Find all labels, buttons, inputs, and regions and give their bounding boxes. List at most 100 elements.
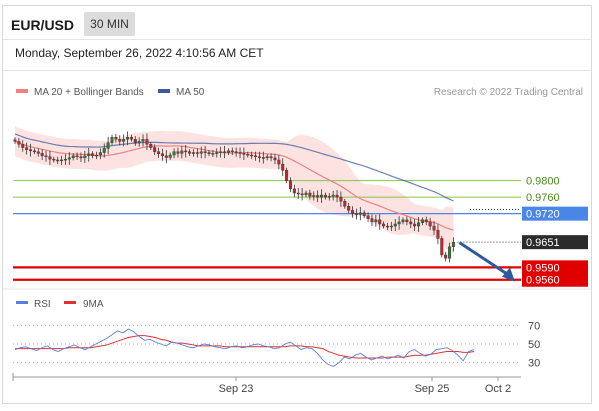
candle [176,147,180,158]
candle [420,217,424,226]
candle [347,202,351,214]
candle-body [126,137,130,140]
timeframe-button[interactable]: 30 MIN [84,12,135,36]
candle [75,152,79,160]
ma50-legend-swatch [158,89,170,93]
candle [327,193,331,201]
level-label-0.9651: 0.9651 [526,237,560,249]
rsi-tick-30: 30 [528,358,540,370]
level-label-box-0.9590 [522,260,588,275]
candle-body [327,196,331,198]
candle-body [71,155,75,159]
candle [417,216,421,232]
candle-body [168,154,172,158]
candle-body [25,147,29,150]
credit-text: Research © 2022 Trading Central [434,87,583,98]
candle [448,242,452,263]
x-axis: Sep 23 Sep 25 Oct 2 [12,373,521,395]
candle-body [160,153,164,157]
candle-body [320,194,324,198]
candle [215,148,219,158]
candle [79,152,83,163]
candle [335,190,339,203]
candle [29,143,33,157]
candle [296,188,300,199]
level-label-box-0.9760 [522,190,588,205]
candle-body [316,195,320,198]
candle-body [79,156,83,159]
candle [48,150,52,165]
candle-body [157,151,161,154]
candle [211,150,215,158]
candle [83,150,87,163]
candle [145,133,149,151]
candle [102,143,106,158]
candle-body [420,219,424,223]
candle [277,155,281,170]
candle-body [401,219,405,223]
candle [203,145,207,159]
candle-body [444,254,448,259]
candle-body [172,151,176,156]
candle-body [52,158,56,161]
candle [354,208,358,220]
forecast-arrow [458,241,515,282]
ma9-line [15,335,475,359]
candle [17,138,21,148]
candle-body [91,153,95,157]
candle-body [393,223,397,227]
rsi-panel: 30 50 70 [13,320,540,370]
candle-body [67,157,71,160]
candle-body [13,139,17,142]
candle-body [269,156,273,159]
candles [13,131,455,263]
header-divider [3,39,591,40]
candle-body [265,156,269,159]
candle-body [141,139,145,142]
candle [385,222,389,231]
candle [137,137,141,147]
candle [157,147,161,158]
ma20-legend-label: MA 20 + Bollinger Bands [34,87,144,98]
candle [405,216,409,226]
candle [184,145,188,158]
ma50-line [14,133,454,202]
candle-body [133,139,137,143]
bollinger-bands [15,126,454,253]
candle [141,134,145,147]
candle-body [448,246,452,259]
rsi-legend-label: RSI [34,299,51,310]
level-label-0.9720: 0.9720 [526,209,560,221]
candle-body [102,148,106,153]
candle [374,214,378,227]
candle-body [440,238,444,256]
candle-body [339,196,343,202]
level-label-0.9560: 0.9560 [526,275,560,287]
candle [312,191,316,201]
candle-body [428,221,432,227]
candle-body [362,212,366,216]
candle [436,224,440,245]
candle [160,148,164,161]
candle-body [374,219,378,223]
candle-body [32,150,36,153]
candle-body [44,155,48,158]
candle-body [94,154,98,157]
candle-body [29,149,33,152]
candle [401,217,405,225]
candle [133,136,137,146]
candle-body [382,223,386,227]
candle-body [226,150,230,153]
candle-body [122,139,126,142]
timestamp: Monday, September 26, 2022 4:10:56 AM CE… [15,46,264,60]
candle [67,152,71,165]
candle-body [199,151,203,154]
candle [13,137,17,144]
candle [40,149,44,160]
candle [172,148,176,159]
candle-body [417,222,421,227]
candle-body [323,194,327,198]
ma50-legend-label: MA 50 [176,87,205,98]
candle [153,144,157,155]
candle [358,207,362,221]
